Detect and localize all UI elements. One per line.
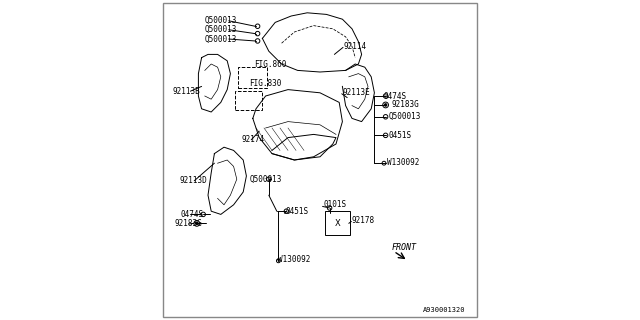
- Circle shape: [385, 104, 387, 106]
- Text: 92183G: 92183G: [174, 220, 202, 228]
- Text: 92174: 92174: [242, 135, 265, 144]
- Text: FIG.830: FIG.830: [250, 79, 282, 88]
- Text: X: X: [335, 219, 340, 228]
- Text: FIG.860: FIG.860: [254, 60, 287, 68]
- Text: 0101S: 0101S: [323, 200, 346, 209]
- Text: 0474S: 0474S: [384, 92, 407, 100]
- Text: 0474S: 0474S: [181, 210, 204, 219]
- Text: 92183G: 92183G: [392, 100, 420, 109]
- Text: 92113E: 92113E: [342, 88, 370, 97]
- Text: W130092: W130092: [278, 255, 311, 264]
- Text: FRONT: FRONT: [392, 244, 417, 252]
- Text: 92113B: 92113B: [173, 87, 200, 96]
- Text: Q500013: Q500013: [205, 25, 237, 34]
- Text: Q500013: Q500013: [250, 175, 282, 184]
- Text: 0451S: 0451S: [388, 131, 412, 140]
- Text: A930001320: A930001320: [422, 308, 465, 313]
- Text: Q500013: Q500013: [205, 16, 237, 25]
- Text: 0451S: 0451S: [285, 207, 308, 216]
- Text: W130092: W130092: [387, 158, 420, 167]
- Text: 92114: 92114: [344, 42, 367, 51]
- Text: 92113D: 92113D: [179, 176, 207, 185]
- Text: Q500013: Q500013: [388, 112, 421, 121]
- Text: Q500013: Q500013: [205, 35, 237, 44]
- Text: 92178: 92178: [352, 216, 375, 225]
- Circle shape: [196, 222, 198, 225]
